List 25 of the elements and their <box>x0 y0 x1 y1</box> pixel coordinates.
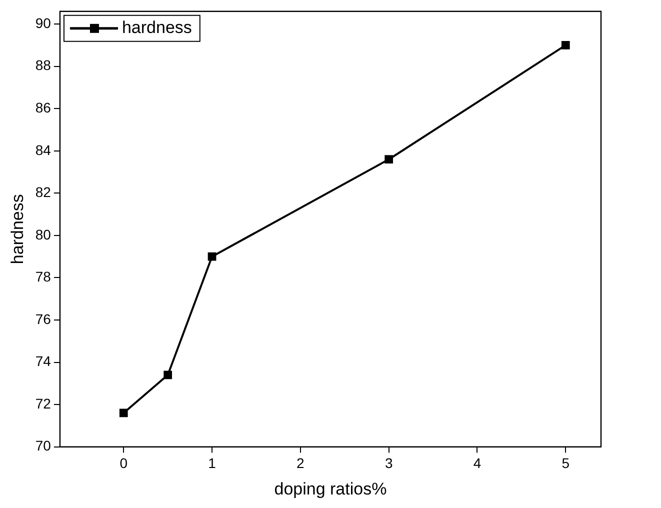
point <box>384 155 394 164</box>
point <box>208 252 216 261</box>
y-tick-label: 90 <box>35 14 52 31</box>
y-tick-label: 74 <box>35 353 52 370</box>
x-tick-label: 3 <box>384 455 393 472</box>
y-tick-label: 84 <box>35 142 52 158</box>
y-tick-label: 88 <box>35 57 52 74</box>
x-tick-label: 4 <box>473 455 482 472</box>
y-axis-title: hardness <box>8 194 27 264</box>
y-tick-label: 70 <box>35 438 52 454</box>
y-tick-label: 72 <box>35 395 52 412</box>
x-tick-label: 0 <box>120 455 128 472</box>
x-tick-label: 1 <box>208 455 216 472</box>
point <box>119 408 128 418</box>
point <box>561 41 570 50</box>
y-tick-label: 86 <box>35 99 52 116</box>
y-tick-label: 80 <box>35 226 52 242</box>
y-tick-label: 82 <box>35 184 52 200</box>
x-tick-label: 2 <box>296 455 305 472</box>
legend-label: hardness <box>122 18 192 38</box>
y-tick-label: 76 <box>35 310 52 327</box>
x-tick-label: 5 <box>562 455 570 472</box>
y-tick-label: 78 <box>35 268 52 285</box>
point <box>164 370 172 380</box>
x-axis-title: doping ratios% <box>274 479 387 498</box>
